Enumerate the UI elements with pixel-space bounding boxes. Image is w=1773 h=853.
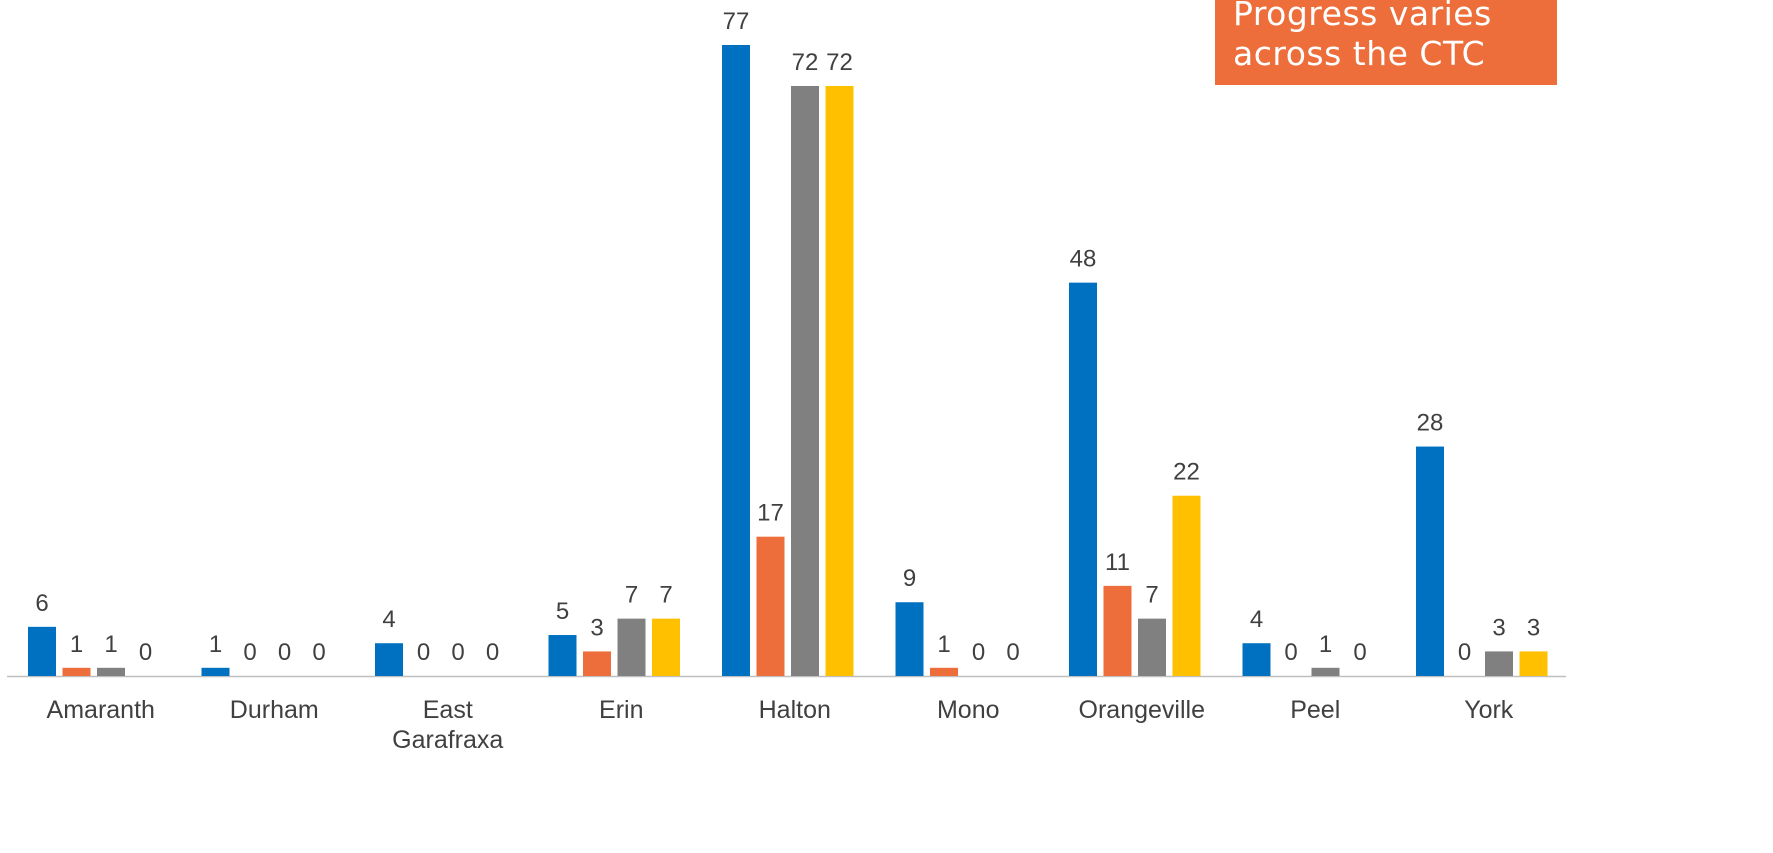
data-label: 22 bbox=[1173, 459, 1200, 486]
bar-amaranth-series-1 bbox=[28, 626, 56, 676]
data-label: 0 bbox=[417, 639, 430, 666]
data-label: 7 bbox=[1145, 582, 1158, 609]
callout-line-2: across the CTC bbox=[1233, 34, 1486, 73]
category-label: York bbox=[1464, 696, 1514, 724]
category-label: Peel bbox=[1290, 696, 1340, 724]
data-label: 3 bbox=[1492, 614, 1505, 641]
bar-mono-series-1 bbox=[895, 602, 924, 676]
category-label: Orangeville bbox=[1079, 696, 1205, 724]
bar-orangeville-series-4 bbox=[1172, 495, 1201, 676]
bar-halton-series-2 bbox=[756, 536, 785, 676]
category-label: Erin bbox=[599, 696, 643, 724]
bar-york-series-1 bbox=[1416, 446, 1444, 676]
data-label: 72 bbox=[826, 49, 853, 76]
bars-group bbox=[28, 45, 1548, 677]
data-label: 3 bbox=[1527, 614, 1540, 641]
data-label: 0 bbox=[1006, 639, 1019, 666]
bar-erin-series-1 bbox=[548, 635, 577, 676]
bar-orangeville-series-1 bbox=[1069, 282, 1097, 676]
data-label: 6 bbox=[35, 590, 48, 617]
bar-halton-series-1 bbox=[722, 45, 750, 676]
data-label: 0 bbox=[243, 639, 256, 666]
data-label: 28 bbox=[1417, 410, 1444, 437]
data-label: 0 bbox=[312, 639, 325, 666]
bar-orangeville-series-3 bbox=[1138, 618, 1166, 676]
data-label: 72 bbox=[792, 49, 819, 76]
data-label: 4 bbox=[382, 606, 395, 633]
callout-line-1: Progress varies bbox=[1233, 0, 1492, 33]
data-label: 0 bbox=[972, 639, 985, 666]
data-label: 4 bbox=[1250, 606, 1263, 633]
data-label: 1 bbox=[209, 631, 222, 658]
data-label: 0 bbox=[486, 639, 499, 666]
bar-york-series-4 bbox=[1519, 651, 1548, 676]
callout-box: Progress varies across the CTC bbox=[1215, 0, 1557, 85]
bar-erin-series-4 bbox=[652, 618, 680, 676]
data-label: 0 bbox=[139, 639, 152, 666]
data-label: 0 bbox=[278, 639, 291, 666]
data-label: 0 bbox=[1353, 639, 1366, 666]
bar-halton-series-3 bbox=[791, 85, 819, 677]
data-label: 0 bbox=[451, 639, 464, 666]
data-label: 1 bbox=[1319, 631, 1332, 658]
category-labels-group: Amaranth Durham East Garafraxa Erin Halton Mon… bbox=[47, 696, 1514, 754]
data-label: 3 bbox=[590, 614, 603, 641]
bar-york-series-3 bbox=[1485, 651, 1513, 676]
data-label: 7 bbox=[659, 582, 672, 609]
data-label: 5 bbox=[556, 598, 569, 625]
category-label: Durham bbox=[230, 696, 319, 724]
bar-mono-series-2 bbox=[930, 667, 958, 676]
bar-east-garafraxa-series-1 bbox=[375, 643, 403, 676]
bar-peel-series-3 bbox=[1311, 667, 1340, 676]
bar-peel-series-1 bbox=[1242, 643, 1271, 676]
data-label: 77 bbox=[723, 8, 750, 35]
data-label: 1 bbox=[70, 631, 83, 658]
data-label: 7 bbox=[625, 582, 638, 609]
data-label: 48 bbox=[1070, 246, 1097, 273]
data-label: 9 bbox=[903, 565, 916, 592]
bar-durham-series-1 bbox=[201, 667, 230, 676]
bar-halton-series-4 bbox=[825, 85, 854, 677]
data-label: 0 bbox=[1458, 639, 1471, 666]
bar-erin-series-2 bbox=[583, 651, 611, 676]
data-label: 11 bbox=[1105, 549, 1130, 576]
data-label: 1 bbox=[104, 631, 117, 658]
data-label: 1 bbox=[937, 631, 950, 658]
data-label: 17 bbox=[757, 500, 784, 527]
data-label: 0 bbox=[1284, 639, 1297, 666]
category-label: East Garafraxa bbox=[392, 696, 503, 754]
bar-erin-series-3 bbox=[617, 618, 646, 676]
bar-orangeville-series-2 bbox=[1103, 585, 1132, 676]
bar-amaranth-series-3 bbox=[97, 667, 125, 676]
category-label: Mono bbox=[937, 696, 1000, 724]
bar-amaranth-series-2 bbox=[62, 667, 91, 676]
category-label: Amaranth bbox=[47, 696, 155, 724]
category-label: Halton bbox=[759, 696, 831, 724]
